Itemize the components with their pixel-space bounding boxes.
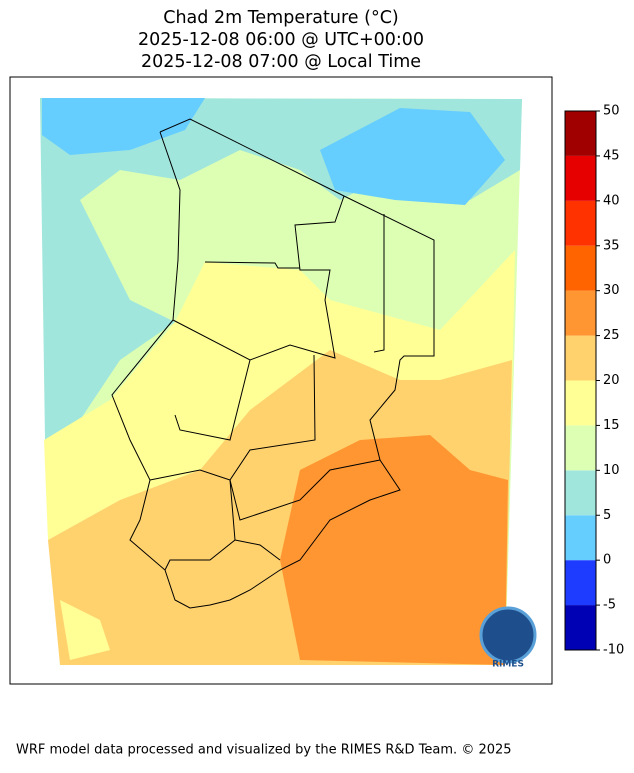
colorbar-tick-label: -10: [603, 643, 624, 658]
border: [174, 359, 251, 441]
colorbar-band: [565, 335, 596, 381]
logo-text: RIMES: [492, 660, 524, 670]
footer: WRF model data processed and visualized …: [16, 743, 512, 758]
title-line: 2025-12-08 07:00 @ Local Time: [141, 52, 421, 72]
colorbar-band: [565, 200, 596, 246]
colorbar-band: [565, 425, 596, 471]
colorbar-tick-label: 25: [603, 328, 620, 343]
colorbar-tick-label: 0: [603, 553, 611, 568]
colorbar-band: [565, 380, 596, 426]
logo: [479, 606, 537, 664]
title-line: 2025-12-08 06:00 @ UTC+00:00: [138, 30, 424, 50]
colorbar-band: [565, 245, 596, 291]
colorbar-tick-label: 20: [603, 373, 620, 388]
colorbar-band: [565, 111, 596, 156]
title-line: Chad 2m Temperature (°C): [163, 8, 399, 28]
colorbar-tick-label: 45: [603, 148, 620, 163]
field-zone: [280, 435, 508, 665]
colorbar-tick-label: -5: [603, 598, 616, 613]
colorbar-tick-label: 30: [603, 283, 620, 298]
colorbar-tick-label: 15: [603, 418, 620, 433]
colorbar-tick-label: 10: [603, 463, 620, 478]
colorbar-band: [565, 605, 596, 650]
border: [234, 539, 281, 561]
colorbar-tick-label: 50: [603, 104, 620, 119]
field-zone: [320, 108, 505, 205]
border: [229, 354, 381, 521]
border: [172, 195, 345, 361]
colorbar-band: [565, 290, 596, 336]
colorbar-tick-label: 5: [603, 508, 611, 523]
colorbar: -10 -5 0 5 10 15 20 25 30 35 40 45 50: [564, 104, 624, 658]
border: [204, 261, 300, 269]
colorbar-tick-label: 35: [603, 238, 620, 253]
colorbar-band: [565, 560, 596, 606]
field-zone: [42, 98, 205, 155]
field-zone: [60, 600, 110, 660]
border: [111, 118, 435, 609]
borders: [111, 118, 435, 609]
colorbar-tick-label: 40: [603, 193, 620, 208]
border: [373, 214, 385, 353]
map: RIMES: [9, 76, 553, 685]
colorbar-band: [565, 470, 596, 516]
colorbar-band: [565, 515, 596, 561]
colorbar-band: [565, 155, 596, 201]
title: Chad 2m Temperature (°C) 2025-12-08 06:0…: [138, 8, 424, 72]
